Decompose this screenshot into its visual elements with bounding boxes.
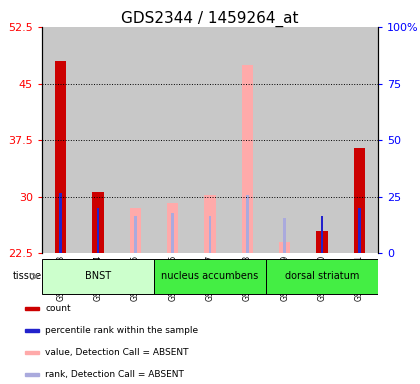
Bar (25, 306, 39, 310)
Bar (79, 27, 117, 253)
Text: value, Detection Call = ABSENT: value, Detection Call = ABSENT (45, 348, 189, 358)
Bar (25, 372, 39, 376)
Bar (266, 27, 303, 253)
Bar (167, 203, 178, 253)
Bar (25, 351, 39, 354)
Bar (171, 214, 174, 253)
Bar (130, 208, 141, 253)
Title: GDS2344 / 1459264_at: GDS2344 / 1459264_at (121, 11, 299, 27)
Bar (242, 65, 253, 253)
Bar (341, 27, 378, 253)
Bar (354, 148, 365, 253)
Bar (246, 195, 249, 253)
Bar (42, 27, 79, 253)
Bar (25, 329, 39, 333)
Bar (208, 216, 212, 253)
Text: BNST: BNST (85, 271, 111, 281)
Text: nucleus accumbens: nucleus accumbens (161, 271, 259, 281)
Bar (55, 61, 66, 253)
Bar (279, 242, 290, 253)
Text: count: count (45, 305, 71, 313)
Bar (117, 27, 154, 253)
Bar (134, 216, 137, 253)
Bar (92, 192, 104, 253)
Bar (192, 27, 228, 253)
Bar (358, 208, 361, 253)
Text: tissue: tissue (13, 271, 42, 281)
Bar (154, 259, 266, 294)
Bar (205, 195, 215, 253)
Bar (266, 259, 378, 294)
Bar (316, 231, 328, 253)
Bar (228, 27, 266, 253)
Bar (154, 27, 192, 253)
Text: dorsal striatum: dorsal striatum (285, 271, 359, 281)
Bar (59, 193, 62, 253)
Text: rank, Detection Call = ABSENT: rank, Detection Call = ABSENT (45, 370, 184, 379)
Bar (42, 259, 154, 294)
Bar (320, 216, 323, 253)
Bar (303, 27, 341, 253)
Bar (283, 218, 286, 253)
Text: percentile rank within the sample: percentile rank within the sample (45, 326, 199, 335)
Bar (97, 208, 100, 253)
